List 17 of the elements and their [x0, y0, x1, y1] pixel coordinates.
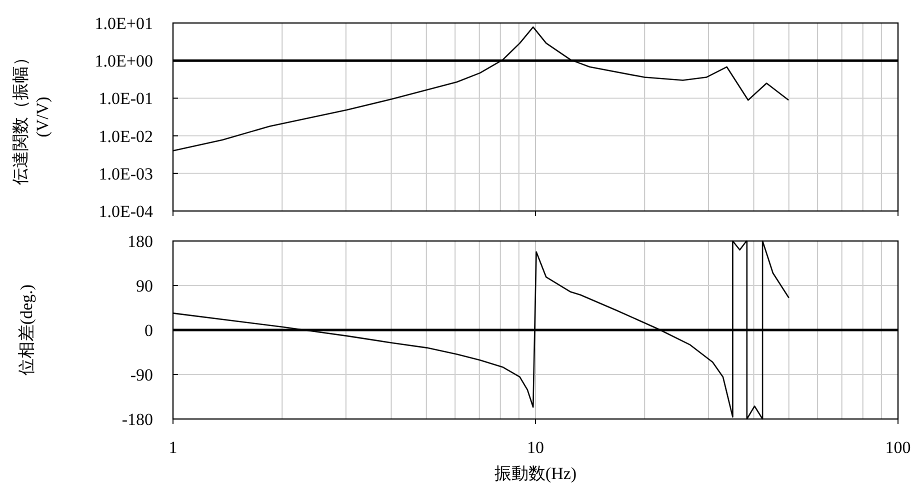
y-tick-label: -180	[122, 410, 153, 429]
y-tick-label: 180	[128, 232, 153, 251]
y-tick-label: 1.0E-02	[98, 126, 153, 146]
x-tick-label: 10	[527, 438, 544, 457]
x-tick-label: 100	[885, 438, 911, 457]
y-axis-title: 位相差(deg.)	[16, 284, 36, 376]
x-axis-title: 振動数(Hz)	[494, 464, 577, 483]
y-tick-label: 1.0E-04	[98, 202, 154, 221]
y-tick-label: 1.0E-03	[98, 164, 153, 184]
y-axis-title: 伝達関数（振幅） (V/V)	[10, 49, 52, 185]
y-tick-label: 0	[144, 320, 153, 340]
y-tick-label: -90	[130, 365, 153, 384]
x-tick-label: 1	[168, 438, 178, 457]
y-tick-label: 1.0E-01	[98, 89, 153, 108]
y-tick-label: 90	[136, 276, 153, 296]
y-tick-label: 1.0E+00	[94, 52, 153, 71]
y-tick-label: 1.0E+01	[94, 14, 153, 33]
